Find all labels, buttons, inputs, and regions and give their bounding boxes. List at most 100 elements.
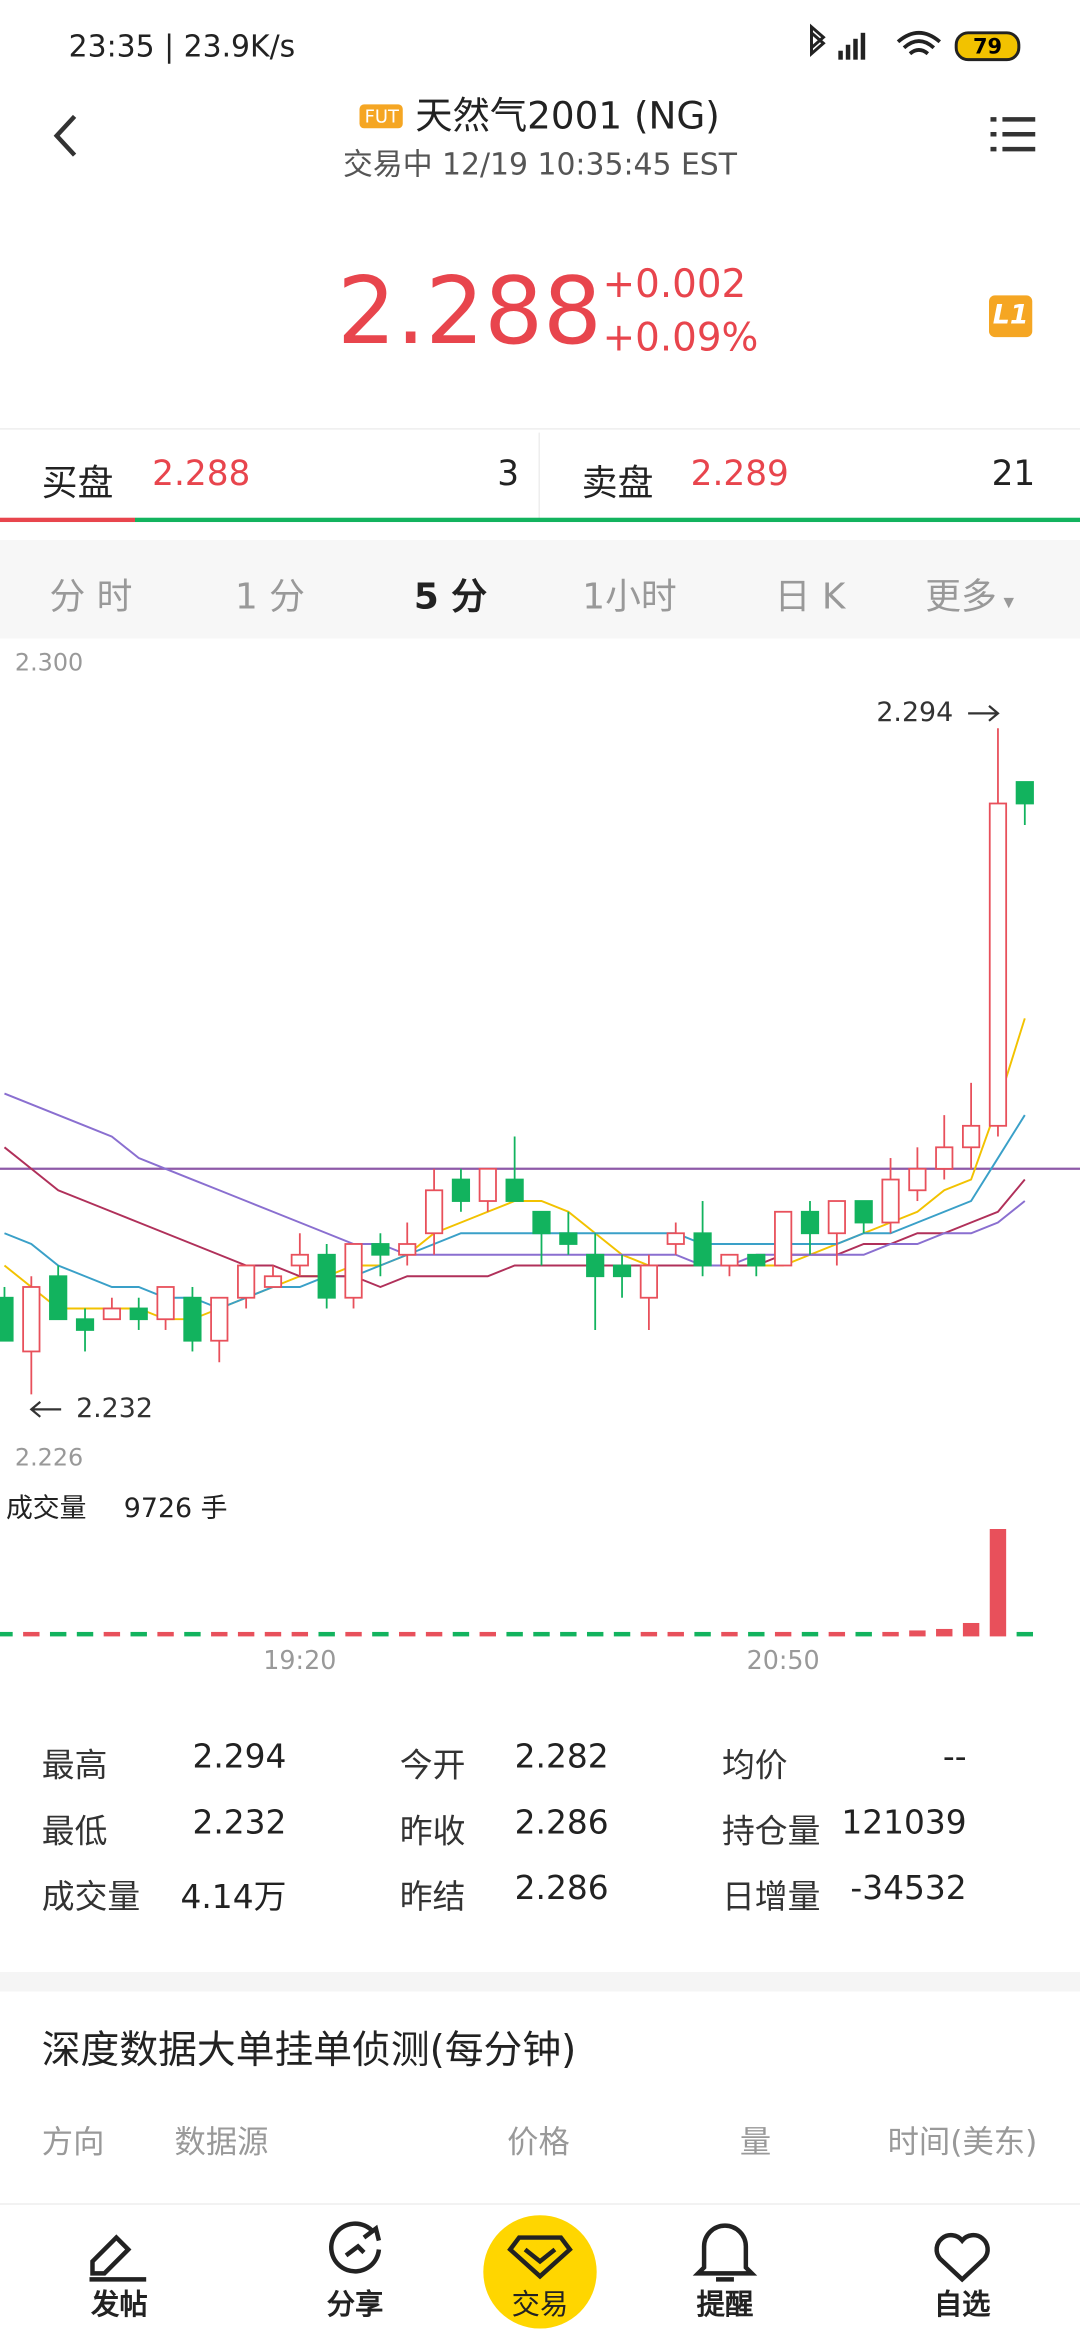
- volume-bar: [667, 1631, 684, 1637]
- bottom-nav: 发帖 分享 交易 提醒 自选: [89, 2215, 991, 2329]
- volume-bar: [506, 1631, 523, 1637]
- tab[interactable]: 1小时: [582, 575, 677, 618]
- volume-bar: [1016, 1631, 1034, 1637]
- trade-circle: [483, 2215, 597, 2329]
- candle-body: [75, 1318, 95, 1331]
- bid-size: 3: [497, 454, 520, 494]
- candle-body: [720, 1253, 739, 1267]
- volume-bar: [157, 1631, 174, 1637]
- volume-bar: [49, 1631, 67, 1637]
- candle-body: [290, 1253, 309, 1267]
- volume-bar: [560, 1631, 577, 1637]
- stat-value: 2.282: [514, 1739, 609, 1777]
- volume-bar: [103, 1631, 121, 1637]
- volume-bar: [613, 1631, 631, 1637]
- column-header: 方向: [41, 2124, 105, 2160]
- battery: 79: [973, 35, 1002, 59]
- column-header: 量: [739, 2124, 772, 2160]
- title: 天然气2001 (NG): [415, 93, 720, 138]
- nav-label[interactable]: 分享: [327, 2288, 384, 2321]
- tab[interactable]: 1 分: [235, 575, 305, 618]
- column-header: 时间(美东): [887, 2124, 1038, 2160]
- volume-bar: [291, 1631, 309, 1637]
- depth-title: 深度数据大单挂单侦测(每分钟): [41, 2028, 577, 2074]
- nav-label[interactable]: 自选: [934, 2288, 991, 2321]
- menu-button[interactable]: [988, 113, 1039, 158]
- volume-bar: [855, 1631, 872, 1637]
- stat-value: -34532: [850, 1870, 967, 1908]
- volume-bar: [264, 1631, 282, 1637]
- volume-bar: [936, 1628, 953, 1637]
- chart: 2.300 2.226 19:20 20:50 2.294 2.232 成交量 9726 手: [0, 648, 1080, 1675]
- candle-body: [881, 1178, 900, 1224]
- tab[interactable]: 5 分: [413, 575, 488, 618]
- stat-label: 最高: [41, 1748, 108, 1786]
- level-badge[interactable]: L1: [989, 295, 1033, 338]
- candle-body: [263, 1275, 283, 1288]
- candle-body: [49, 1275, 68, 1321]
- depth-columns: 方向 数据源 价格 量 时间(美东): [0, 2118, 1080, 2163]
- tab[interactable]: 更多 ▾: [925, 575, 1014, 618]
- ask-label: 卖盘: [581, 462, 654, 505]
- nav-label[interactable]: 发帖: [90, 2288, 148, 2321]
- volume-bar: [721, 1631, 738, 1637]
- stat-label: 昨收: [399, 1813, 466, 1852]
- candle-body: [800, 1210, 820, 1235]
- candle-body: [988, 802, 1008, 1127]
- tab[interactable]: 分 时: [49, 575, 133, 618]
- nav-label[interactable]: 提醒: [697, 2288, 754, 2321]
- annotation-label: 2.294: [876, 697, 953, 728]
- candle-body: [854, 1200, 873, 1224]
- stat-label: 成交量: [41, 1879, 141, 1917]
- stat-label: 今开: [399, 1748, 466, 1786]
- tab-bar: 分 时 1 分 5 分 1小时 日 K 更多 ▾: [0, 539, 1080, 639]
- candle-body: [962, 1124, 981, 1149]
- x-tick-label: 20:50: [747, 1645, 820, 1675]
- candle-body: [22, 1286, 41, 1353]
- candle-body: [747, 1253, 766, 1267]
- volume-bar: [882, 1631, 899, 1637]
- price: 2.288: [337, 256, 602, 366]
- candle-body: [210, 1296, 229, 1342]
- volume-bar: [237, 1631, 255, 1637]
- volume-bar: [748, 1631, 765, 1637]
- bid-label: 买盘: [41, 462, 114, 505]
- candle-body: [478, 1167, 497, 1202]
- candle-body: [451, 1178, 471, 1202]
- volume-bar: [425, 1631, 443, 1637]
- y-tick-label: 2.226: [15, 1443, 83, 1471]
- candle-body: [693, 1232, 712, 1267]
- candle-body: [935, 1146, 954, 1170]
- volume-bar: [130, 1631, 147, 1637]
- stat-value: 4.14万: [180, 1879, 287, 1917]
- candle-body: [827, 1200, 846, 1235]
- candle-body: [666, 1232, 685, 1245]
- volume-bar: [452, 1631, 470, 1637]
- column-header: 价格: [507, 2124, 570, 2160]
- trade-icon: [507, 2235, 573, 2280]
- candle-body: [102, 1307, 121, 1321]
- candle-body: [398, 1243, 417, 1256]
- candle-body: [237, 1264, 256, 1299]
- candle-body: [586, 1253, 605, 1278]
- candle-body: [129, 1307, 148, 1321]
- separator: [0, 1972, 1080, 1992]
- candle-body: [424, 1189, 444, 1235]
- tab[interactable]: 日 K: [774, 575, 846, 618]
- volume-bar: [479, 1631, 496, 1637]
- stat-label: 均价: [721, 1748, 788, 1786]
- candle-body: [344, 1243, 363, 1299]
- volume-bar: [76, 1631, 94, 1637]
- stat-value: 2.286: [514, 1804, 609, 1843]
- status-time: 23:35 | 23.9K/s: [68, 28, 296, 65]
- candle-body: [0, 1296, 14, 1342]
- nav-label[interactable]: 交易: [512, 2288, 569, 2321]
- volume-bar: [640, 1631, 658, 1637]
- back-button[interactable]: [45, 107, 90, 164]
- candle-body: [612, 1264, 632, 1278]
- volume-bar: [345, 1631, 362, 1637]
- candle-body: [317, 1253, 336, 1299]
- candle-body: [505, 1178, 524, 1202]
